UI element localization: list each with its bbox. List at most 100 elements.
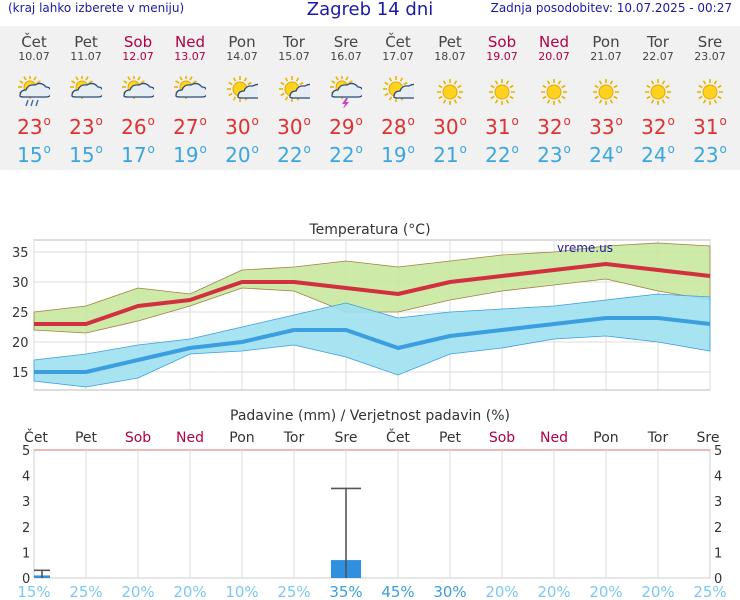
temp-max: 27o: [173, 114, 207, 139]
precip-probability: 20%: [485, 583, 518, 600]
precip-y-tick-right: 2: [714, 521, 722, 536]
temp-min: 15o: [17, 142, 51, 167]
day-date: 21.07: [590, 50, 622, 63]
day-name: Sre: [333, 33, 359, 51]
top-bar: (kraj lahko izberete v meniju) Zagreb 14…: [0, 0, 740, 22]
day-date: 23.07: [694, 50, 726, 63]
day-name: Pet: [74, 33, 98, 51]
day-name: Sob: [123, 33, 153, 51]
temp-max: 23o: [69, 114, 103, 139]
temp-min: 23o: [537, 142, 571, 167]
sun-icon: [593, 79, 619, 105]
precipitation-chart: Padavine (mm) / Verjetnost padavin (%) Če…: [17, 408, 726, 600]
forecast-day: Sre 23.07 31o 23o: [684, 26, 736, 168]
temp-y-tick: 25: [12, 306, 29, 321]
sun-icon: [697, 79, 723, 105]
precip-day-label: Tor: [283, 430, 305, 446]
day-date: 11.07: [70, 50, 102, 63]
precip-probability: 25%: [277, 583, 310, 600]
temp-max: 31o: [693, 114, 727, 139]
precip-y-tick-left: 5: [22, 444, 30, 459]
precip-probability: 35%: [329, 583, 362, 600]
precip-probability: 20%: [121, 583, 154, 600]
temp-min-line: [34, 316, 711, 374]
temp-min: 22o: [329, 142, 363, 167]
day-name: Sre: [697, 33, 723, 51]
forecast-day: Pet 11.07 23o 15o: [60, 26, 112, 168]
precip-y-tick-left: 0: [22, 572, 30, 587]
temp-y-tick: 30: [12, 276, 29, 291]
sun-cloud-icon: [122, 76, 154, 99]
precip-day-label: Sob: [489, 430, 515, 446]
day-name: Tor: [283, 33, 305, 51]
day-name: Pon: [592, 33, 620, 51]
day-date: 16.07: [330, 50, 362, 63]
precip-y-tick-right: 5: [714, 444, 722, 459]
forecast-day: Tor 22.07 32o 24o: [632, 26, 684, 168]
temp-max: 33o: [589, 114, 623, 139]
day-name: Ned: [539, 33, 569, 51]
precip-day-label: Čet: [24, 428, 48, 446]
day-date: 15.07: [278, 50, 310, 63]
precip-probability: 20%: [589, 583, 622, 600]
temp-max: 30o: [433, 114, 467, 139]
precip-day-label: Pet: [75, 430, 98, 446]
sun-cloud-icon: [174, 76, 206, 99]
precip-day-label: Tor: [647, 430, 669, 446]
page-title: Zagreb 14 dni: [306, 0, 434, 20]
day-date: 22.07: [642, 50, 674, 63]
temp-max: 31o: [485, 114, 519, 139]
sun-small-cloud-icon: [279, 76, 310, 102]
daily-forecast-strip: Čet 10.07 23o 15o Pet 11.07 23o 15o Sob 12.07 26o 1…: [0, 26, 740, 170]
temp-max-line: [34, 262, 711, 326]
precip-y-tick-right: 0: [714, 572, 722, 587]
precip-day-label: Čet: [386, 428, 410, 446]
precip-day-label: Sre: [697, 430, 720, 446]
temp-min: 21o: [433, 142, 467, 167]
sun-icon: [645, 79, 671, 105]
precip-y-tick-left: 4: [22, 470, 30, 485]
day-date: 18.07: [434, 50, 466, 63]
temp-min: 24o: [641, 142, 675, 167]
sun-cloud-rain-icon: [18, 76, 50, 107]
precip-probability: 15%: [17, 583, 50, 600]
sun-small-cloud-icon: [383, 76, 414, 102]
temp-min: 20o: [225, 142, 259, 167]
forecast-day: Sob 19.07 31o 22o: [476, 26, 528, 168]
precip-probability: 25%: [69, 583, 102, 600]
temp-min: 19o: [173, 142, 207, 167]
temp-max: 26o: [121, 114, 155, 139]
temp-min: 15o: [69, 142, 103, 167]
precip-y-tick-right: 3: [714, 495, 722, 510]
precip-y-tick-right: 1: [714, 546, 722, 561]
day-date: 12.07: [122, 50, 154, 63]
day-name: Pet: [438, 33, 462, 51]
precip-day-label: Sob: [125, 430, 151, 446]
day-date: 19.07: [486, 50, 518, 63]
precip-y-tick-right: 4: [714, 470, 722, 485]
sun-cloud-icon: [70, 76, 102, 99]
forecast-day: Sre 16.07 29o 22o: [320, 26, 372, 168]
precip-day-label: Ned: [540, 430, 568, 446]
day-date: 10.07: [18, 50, 50, 63]
precip-day-label: Ned: [176, 430, 204, 446]
temperature-chart: Temperatura (°C) 35 30 25 20 15 vreme.us: [12, 222, 711, 391]
forecast-day: Ned 13.07 27o 19o: [164, 26, 216, 168]
day-name: Čet: [385, 33, 411, 51]
sun-icon: [489, 79, 515, 105]
temp-chart-title: Temperatura (°C): [308, 222, 430, 238]
sun-icon: [541, 79, 567, 105]
temp-min: 24o: [589, 142, 623, 167]
day-name: Ned: [175, 33, 205, 51]
forecast-day: Ned 20.07 32o 23o: [528, 26, 580, 168]
day-name: Sob: [487, 33, 517, 51]
day-date: 20.07: [538, 50, 570, 63]
precip-y-tick-left: 2: [22, 521, 30, 536]
precip-day-label: Sre: [335, 430, 358, 446]
day-date: 13.07: [174, 50, 206, 63]
precip-day-label: Pet: [439, 430, 462, 446]
temp-y-tick: 15: [12, 366, 29, 381]
forecast-day: Čet 10.07 23o 15o: [8, 26, 60, 168]
precip-probability: 10%: [225, 583, 258, 600]
temp-min: 19o: [381, 142, 415, 167]
